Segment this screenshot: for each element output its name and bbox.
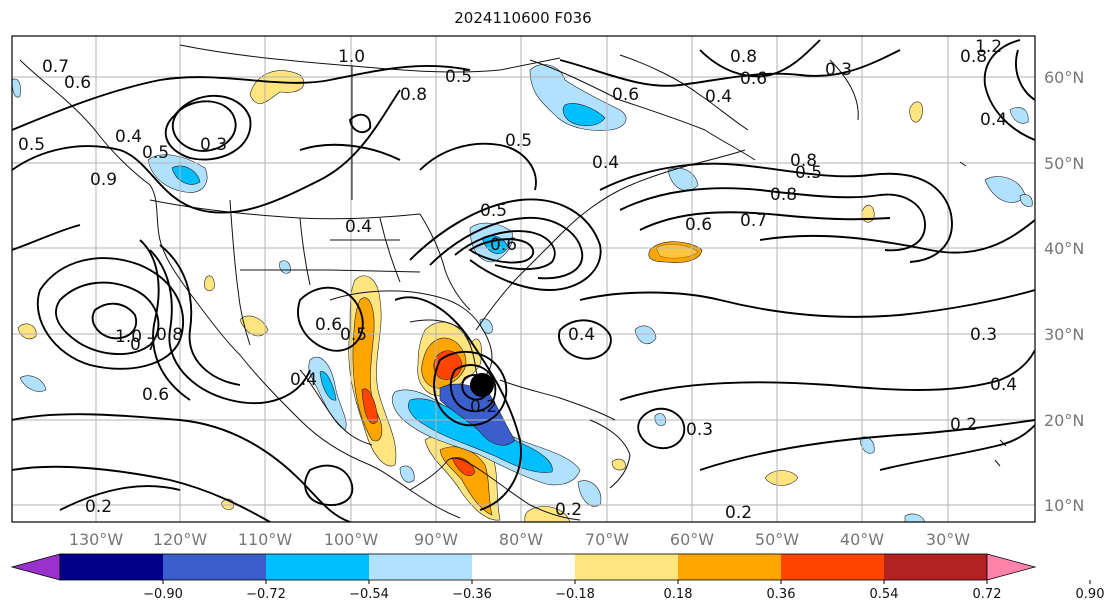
lon-label: 40°W <box>840 530 884 549</box>
contour-label: 0.7 <box>740 211 767 231</box>
contour-label: 0.4 <box>705 87 732 107</box>
contour-label: 0.8 <box>960 47 987 67</box>
colorbar-segment <box>60 554 164 580</box>
lat-label: 20°N <box>1044 411 1084 430</box>
lon-label: 50°W <box>755 530 799 549</box>
contour-label: 0.5 <box>18 135 45 155</box>
colorbar-tick-label: −0.36 <box>452 587 492 602</box>
lon-label: 60°W <box>670 530 714 549</box>
contour-label: 0.6 <box>740 69 767 89</box>
contour-label: 0.2 <box>85 497 112 517</box>
contour-label: 0.4 <box>592 153 619 173</box>
lon-label: 120°W <box>153 530 208 549</box>
colorbar-segment <box>575 554 679 580</box>
contour-label: 0.5 <box>795 163 822 183</box>
colorbar-segment <box>472 554 576 580</box>
contour-label: 0.2 <box>725 503 752 523</box>
contour-label: 0.8 <box>730 47 757 67</box>
latitude-labels: 60°N 50°N 40°N 30°N 20°N 10°N <box>1044 68 1084 515</box>
contour-label: 0.8 <box>790 151 817 171</box>
contour-label: 0.3 <box>825 60 852 80</box>
contour-label: 0.2 <box>555 500 582 520</box>
contour-label: 0.8 <box>156 325 183 345</box>
lon-label: 100°W <box>324 530 379 549</box>
lon-label: 90°W <box>414 530 458 549</box>
contour-label: 0.6 <box>490 235 517 255</box>
contour-label: 0.7 <box>130 335 157 355</box>
contour-label: 0.4 <box>345 217 372 237</box>
lat-label: 10°N <box>1044 496 1084 515</box>
contour-label: 0.6 <box>685 215 712 235</box>
colorbar-tick-label: −0.72 <box>246 587 286 602</box>
lat-label: 40°N <box>1044 239 1084 258</box>
lat-label: 50°N <box>1044 154 1084 173</box>
lat-label: 60°N <box>1044 68 1084 87</box>
contour-labels: 1.0 0.8 0.7 0.6 0.5 0.4 0.3 0.2 0.5 0.6 … <box>18 37 1017 523</box>
colorbar-tick-label: −0.54 <box>349 587 389 602</box>
contour-label: 0.6 <box>142 385 169 405</box>
colorbar-tick-label: −0.18 <box>555 587 595 602</box>
contour-label: 0.2 <box>470 397 497 417</box>
colorbar-tick-label: 0.54 <box>870 587 899 602</box>
lon-label: 80°W <box>499 530 543 549</box>
colorbar-tick-label: 0.72 <box>973 587 1002 602</box>
contour-label: 0.4 <box>990 375 1017 395</box>
contour-label: 0.8 <box>400 85 427 105</box>
colorbar-segment <box>163 554 267 580</box>
colorbar: −0.90 −0.72 −0.54 −0.36 −0.18 0.18 0.36 0.54 0.7… <box>10 553 1105 602</box>
colorbar-tick-label: 0.90 <box>1076 587 1105 602</box>
contour-label: 0.9 <box>90 170 117 190</box>
contour-label: 1.2 <box>975 37 1002 57</box>
contour-label: 0.3 <box>970 325 997 345</box>
contour-label: 0.5 <box>340 325 367 345</box>
contour-label: 0.7 <box>42 57 69 77</box>
contour-label: 0.4 <box>290 370 317 390</box>
colorbar-segment <box>266 554 370 580</box>
lon-label: 30°W <box>926 530 970 549</box>
colorbar-tick-label: 0.36 <box>767 587 796 602</box>
colorbar-extend-left <box>10 553 61 581</box>
colorbar-segment <box>678 554 782 580</box>
colorbar-segment <box>884 554 988 580</box>
contour-label: 0.5 <box>480 201 507 221</box>
contour-label: 1.0 <box>115 327 142 347</box>
lon-label: 70°W <box>585 530 629 549</box>
contours <box>12 39 1035 522</box>
contour-label: 0.6 <box>64 73 91 93</box>
contour-label: 0.4 <box>980 110 1007 130</box>
colorbar-extend-right <box>986 553 1037 581</box>
contour-label: 0.4 <box>115 127 142 147</box>
contour-label: 0.6 <box>315 315 342 335</box>
contour-label: 0.2 <box>950 415 977 435</box>
contour-label: 0.8 <box>770 185 797 205</box>
lon-label: 130°W <box>69 530 124 549</box>
colorbar-tick-label: −0.90 <box>143 587 183 602</box>
contour-label: 0.5 <box>142 143 169 163</box>
map-title: 2024110600 F036 <box>454 9 592 27</box>
lon-label: 110°W <box>238 530 293 549</box>
map-frame <box>11 35 1036 523</box>
contour-label: 0.5 <box>505 131 532 151</box>
colorbar-segment <box>781 554 885 580</box>
contour-label: 0.4 <box>568 325 595 345</box>
contour-label: 0.6 <box>612 85 639 105</box>
contour-label: 0.3 <box>686 420 713 440</box>
longitude-labels: 130°W 120°W 110°W 100°W 90°W 80°W 70°W 6… <box>69 530 970 549</box>
colorbar-segment <box>369 554 473 580</box>
contour-label: 0.3 <box>200 135 227 155</box>
colorbar-tick-label: 0.18 <box>664 587 693 602</box>
contour-label: 0.5 <box>445 67 472 87</box>
lat-label: 30°N <box>1044 325 1084 344</box>
contour-label: 1.0 <box>338 47 365 67</box>
